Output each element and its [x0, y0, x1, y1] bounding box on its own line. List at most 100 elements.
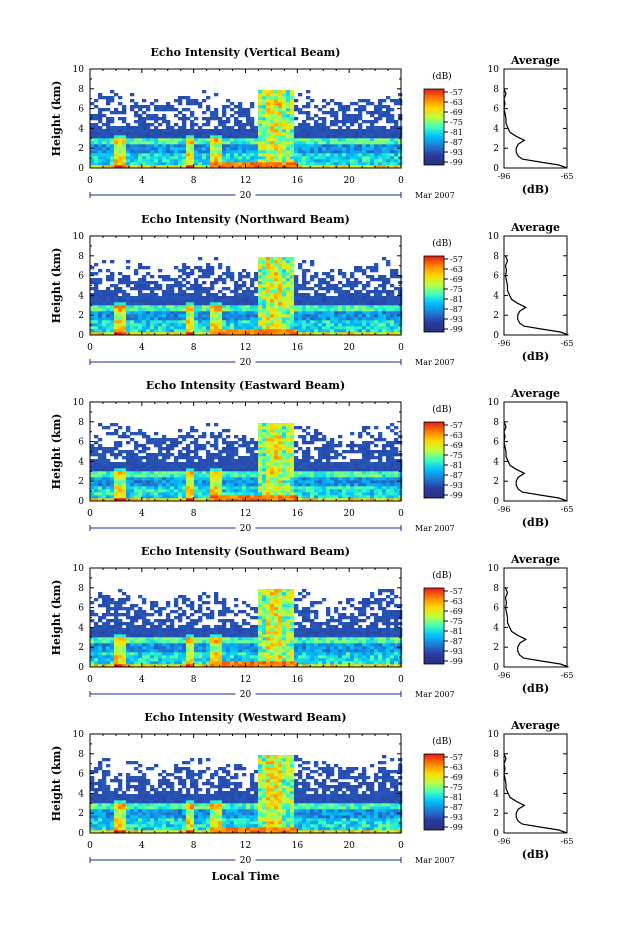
heatmap-cell — [266, 114, 270, 117]
heatmap-cell — [338, 147, 342, 150]
heatmap-cell — [126, 314, 130, 317]
heatmap-cell — [198, 471, 202, 474]
heatmap-cell — [290, 123, 294, 126]
heatmap-cell — [374, 290, 378, 293]
heatmap-cell — [390, 314, 394, 317]
heatmap-cell — [294, 156, 298, 159]
heatmap-cell — [158, 156, 162, 159]
heatmap-cell — [394, 438, 398, 441]
heatmap-cell — [230, 492, 234, 495]
heatmap-cell — [378, 450, 382, 453]
heatmap-cell — [194, 102, 198, 105]
heatmap-cell — [158, 302, 162, 305]
heatmap-cell — [146, 129, 150, 132]
heatmap-cell — [178, 441, 182, 444]
heatmap-cell — [286, 444, 290, 447]
heatmap-cell — [138, 123, 142, 126]
heatmap-cell — [386, 111, 390, 114]
heatmap-cell — [198, 314, 202, 317]
heatmap-cell — [286, 260, 290, 263]
heatmap-cell — [306, 474, 310, 477]
heatmap-cell — [386, 474, 390, 477]
heatmap-cell — [242, 317, 246, 320]
heatmap-cell — [362, 447, 366, 450]
heatmap-cell — [194, 477, 198, 480]
heatmap-cell — [274, 108, 278, 111]
heatmap-cell — [246, 471, 250, 474]
heatmap-cell — [194, 429, 198, 432]
heatmap-cell — [102, 456, 106, 459]
heatmap-cell — [370, 317, 374, 320]
heatmap-cell — [110, 314, 114, 317]
heatmap-cell — [378, 102, 382, 105]
heatmap-cell — [366, 323, 370, 326]
heatmap-cell — [134, 156, 138, 159]
heatmap-cell — [118, 296, 122, 299]
heatmap-cell — [258, 284, 262, 287]
heatmap-cell — [234, 320, 238, 323]
heatmap-cell — [386, 150, 390, 153]
heatmap-cell — [326, 147, 330, 150]
heatmap-cell — [234, 447, 238, 450]
heatmap-cell — [258, 323, 262, 326]
heatmap-cell — [266, 329, 270, 332]
heatmap-cell — [326, 135, 330, 138]
heatmap-cell — [254, 287, 258, 290]
heatmap-cell — [342, 108, 346, 111]
heatmap-cell — [138, 263, 142, 266]
heatmap-cell — [118, 102, 122, 105]
heatmap-cell — [126, 489, 130, 492]
heatmap-cell — [258, 150, 262, 153]
heatmap-cell — [206, 323, 210, 326]
heatmap-cell — [290, 314, 294, 317]
heatmap-cell — [334, 462, 338, 465]
heatmap-cell — [170, 105, 174, 108]
heatmap-cell — [154, 296, 158, 299]
heatmap-cell — [238, 462, 242, 465]
heatmap-cell — [90, 278, 94, 281]
heatmap-cell — [182, 299, 186, 302]
heatmap-cell — [338, 465, 342, 468]
heatmap-cell — [290, 260, 294, 263]
heatmap-cell — [290, 129, 294, 132]
heatmap-cell — [130, 302, 134, 305]
heatmap-cell — [186, 456, 190, 459]
heatmap-cell — [186, 266, 190, 269]
heatmap-cell — [358, 495, 362, 498]
heatmap-cell — [170, 129, 174, 132]
heatmap-cell — [310, 435, 314, 438]
heatmap-cell — [354, 293, 358, 296]
heatmap-cell — [282, 278, 286, 281]
heatmap-cell — [98, 492, 102, 495]
heatmap-cell — [398, 308, 402, 311]
heatmap-cell — [362, 135, 366, 138]
heatmap-cell — [122, 432, 126, 435]
heatmap-cell — [190, 102, 194, 105]
heatmap-cell — [126, 492, 130, 495]
heatmap-cell — [178, 132, 182, 135]
heatmap-cell — [198, 329, 202, 332]
heatmap-cell — [386, 141, 390, 144]
heatmap-cell — [106, 317, 110, 320]
heatmap-cell — [258, 108, 262, 111]
heatmap-cell — [186, 156, 190, 159]
heatmap-cell — [242, 489, 246, 492]
heatmap-cell — [170, 299, 174, 302]
heatmap-cell — [266, 444, 270, 447]
heatmap-cell — [118, 129, 122, 132]
heatmap-cell — [306, 144, 310, 147]
heatmap-cell — [206, 120, 210, 123]
heatmap-cell — [246, 489, 250, 492]
heatmap-cell — [362, 329, 366, 332]
heatmap-cell — [290, 432, 294, 435]
heatmap-cell — [326, 474, 330, 477]
heatmap-cell — [334, 135, 338, 138]
heatmap-cell — [146, 477, 150, 480]
heatmap-cell — [238, 120, 242, 123]
heatmap-cell — [118, 156, 122, 159]
heatmap-cell — [262, 444, 266, 447]
heatmap-cell — [258, 287, 262, 290]
heatmap-cell — [166, 329, 170, 332]
heatmap-cell — [90, 150, 94, 153]
